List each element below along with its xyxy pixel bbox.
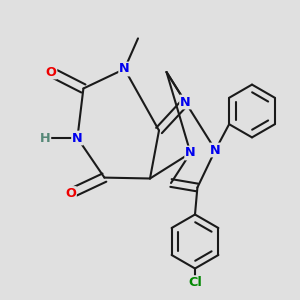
Text: H: H (40, 131, 50, 145)
Text: N: N (180, 95, 191, 109)
Text: O: O (46, 65, 56, 79)
Text: N: N (72, 131, 83, 145)
Text: N: N (119, 62, 130, 76)
Text: O: O (65, 187, 76, 200)
Text: Cl: Cl (188, 276, 202, 289)
Text: N: N (210, 143, 221, 157)
Text: N: N (185, 146, 196, 160)
